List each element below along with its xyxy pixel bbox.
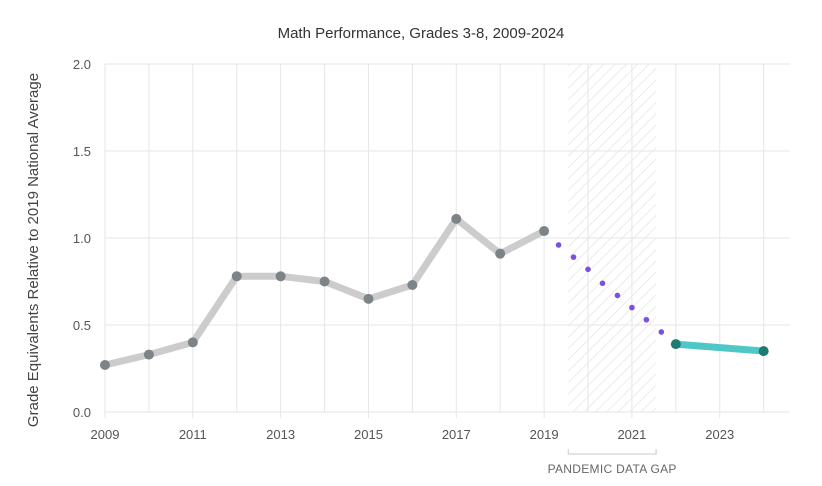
y-tick-label: 0.0 [73,405,91,420]
x-tick-label: 2013 [266,427,295,442]
pre-pandemic-point [495,248,506,259]
projection-point [555,242,562,248]
x-tick-label: 2021 [617,427,646,442]
post-pandemic-point [670,339,681,350]
projection-point [629,304,635,311]
pre-pandemic-point [143,349,154,360]
y-tick-label: 0.5 [73,318,91,333]
pre-pandemic-point [539,226,550,237]
projection-point [658,329,665,335]
x-tick-label: 2023 [705,427,734,442]
x-tick-label: 2015 [354,427,383,442]
annotation-layer: PANDEMIC DATA GAP [548,449,677,476]
projection-point [585,266,591,273]
pre-pandemic-point [407,279,418,290]
projection-point [599,280,606,287]
pre-pandemic-point [319,276,330,287]
post-pandemic-series-line [672,340,768,355]
y-tick-label: 2.0 [73,57,91,72]
series-layer [100,213,769,371]
chart-title: Math Performance, Grades 3-8, 2009-2024 [278,25,565,42]
x-tick-label: 2011 [179,427,207,442]
pre-pandemic-point [100,360,110,371]
x-tick-label: 2017 [442,427,471,442]
pandemic-gap-bracket [567,449,657,455]
pandemic-gap-label: PANDEMIC DATA GAP [548,462,677,476]
projection-point [614,292,621,299]
projection-point [643,316,650,323]
post-pandemic-point [758,346,769,357]
tick-labels-layer: 0.0 0.5 1.0 1.5 2.0 2009 2011 2013 2015 2017 2019 2… [73,57,734,442]
pre-pandemic-point [451,213,462,224]
grid-layer [104,63,790,418]
pre-pandemic-point [363,293,374,304]
pre-pandemic-point [275,271,286,282]
y-tick-label: 1.5 [73,144,91,159]
projection-point [570,254,577,260]
y-tick-label: 1.0 [73,231,91,246]
pre-pandemic-point [231,271,242,282]
x-tick-label: 2019 [530,427,559,442]
x-tick-label: 2009 [91,427,120,442]
pre-pandemic-point [187,337,198,348]
y-axis-label: Grade Equivalents Relative to 2019 Natio… [25,73,42,427]
